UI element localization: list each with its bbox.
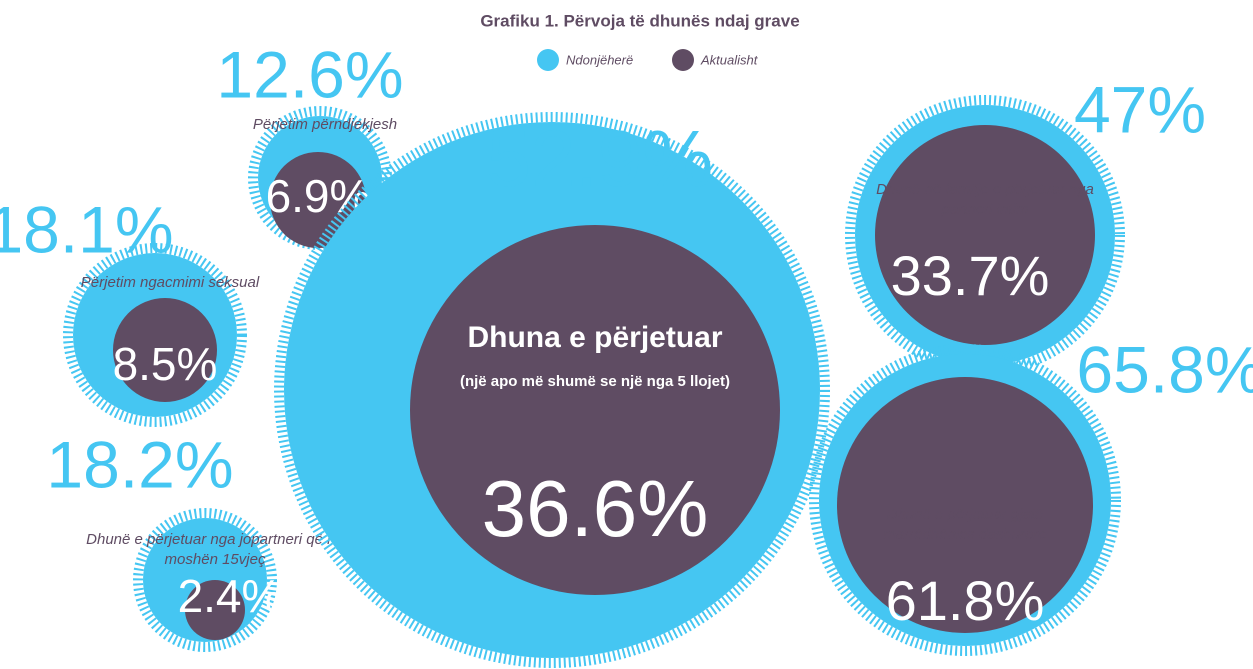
- category-note: (një apo më shumë se një nga 5 llojet): [460, 373, 730, 390]
- outer-value-label: 52.9%: [487, 114, 714, 203]
- outer-ring: [274, 112, 830, 668]
- category-label: Dhunë e përjetuar gjatë marrëdhënies das…: [883, 506, 1047, 543]
- category-box: Dhunë në familje e përjetuar nga partner…: [876, 181, 1094, 218]
- legend-swatch: [672, 49, 694, 71]
- inner-value-label: 33.7%: [891, 244, 1050, 307]
- inner-value-label: 8.5%: [113, 338, 218, 390]
- inner-bubble: [410, 225, 780, 595]
- legend-label: Aktualisht: [700, 52, 759, 67]
- outer-value-label: 12.6%: [216, 37, 403, 111]
- inner-value-label: 61.8%: [886, 569, 1045, 632]
- category-box: Dhunë e përjetuar nga jopartneri që në m…: [86, 531, 344, 568]
- category-box: Dhuna e përjetuar: [467, 321, 723, 354]
- category-label: Përjetim përndjekjesh: [252, 116, 398, 133]
- category-label: Dhunë në familje e përjetuar nga partner…: [876, 181, 1094, 218]
- outer-value-label: 47%: [1074, 72, 1206, 146]
- category-box: Përjetim ngacmimi seksual: [80, 274, 260, 291]
- category-label: Përjetim ngacmimi seksual: [80, 274, 260, 291]
- outer-ring: [133, 508, 277, 652]
- legend-label: Ndonjëherë: [566, 52, 633, 67]
- outer-ring: [809, 344, 1121, 656]
- category-box: Përjetim përndjekjesh: [252, 116, 398, 133]
- category-label: Dhunë e përjetuar nga jopartneri që në m…: [86, 531, 344, 568]
- inner-bubble: [185, 580, 245, 640]
- inner-bubble: [875, 125, 1095, 345]
- outer-ring: [63, 243, 247, 427]
- inner-value-label: 2.4%: [178, 570, 283, 622]
- category-label: Dhuna e përjetuar: [467, 321, 723, 354]
- outer-value-label: 18.2%: [46, 427, 233, 501]
- chart-title: Grafiku 1. Përvoja të dhunës ndaj grave: [480, 11, 799, 30]
- outer-value-label: 18.1%: [0, 192, 174, 266]
- category-box: Dhunë e përjetuar gjatë marrëdhënies das…: [883, 506, 1047, 543]
- legend-swatch: [537, 49, 559, 71]
- inner-bubble: [113, 298, 217, 402]
- inner-value-label: 36.6%: [482, 464, 709, 553]
- outer-value-label: 65.8%: [1076, 332, 1253, 406]
- inner-bubble: [837, 377, 1093, 633]
